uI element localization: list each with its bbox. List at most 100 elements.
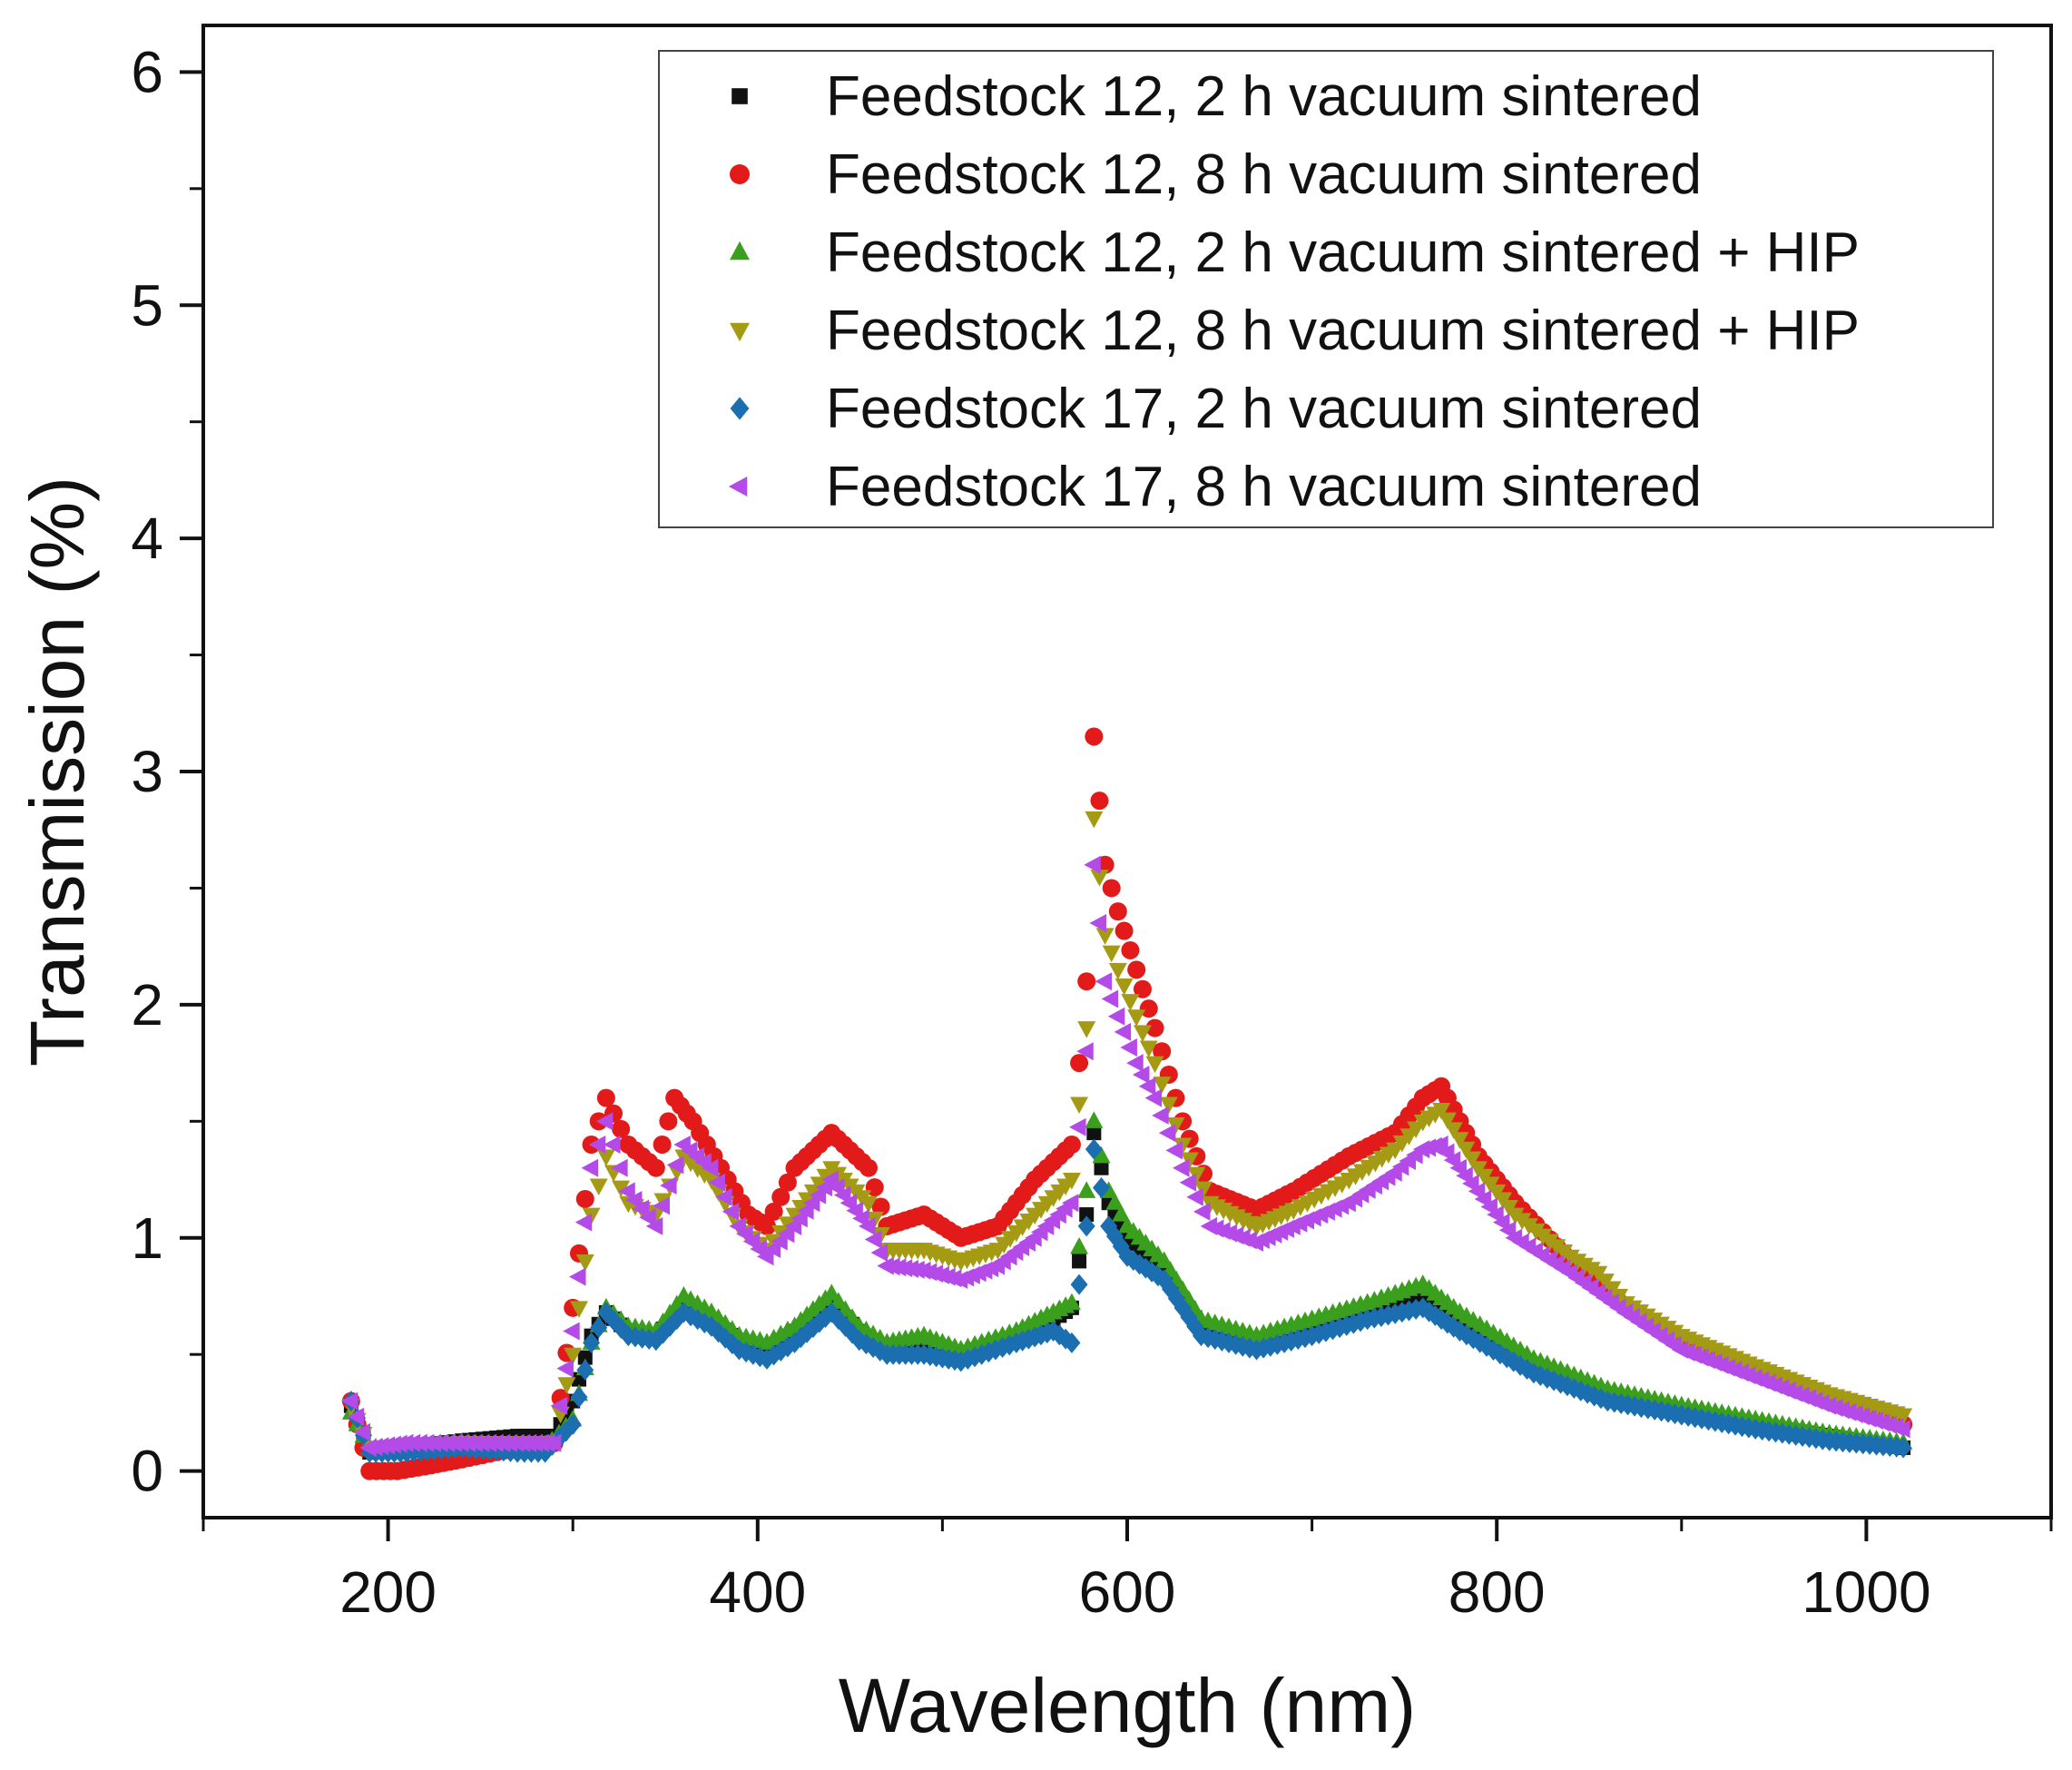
data-point bbox=[859, 1158, 878, 1177]
data-point bbox=[715, 1187, 732, 1206]
data-point bbox=[778, 1173, 797, 1192]
legend-label-4: Feedstock 12, 8 h vacuum sintered + HIP bbox=[826, 300, 1860, 362]
data-point bbox=[1894, 1437, 1912, 1459]
data-point bbox=[1133, 979, 1152, 998]
x-axis-title: Wavelength (nm) bbox=[839, 1663, 1416, 1748]
data-point bbox=[1120, 1037, 1137, 1057]
data-point bbox=[1114, 1022, 1132, 1041]
data-point bbox=[1069, 1117, 1086, 1136]
data-point bbox=[611, 1158, 628, 1177]
data-point bbox=[1095, 928, 1115, 945]
data-point bbox=[1070, 1096, 1089, 1115]
data-point bbox=[1085, 727, 1104, 746]
data-point bbox=[564, 1413, 582, 1435]
data-point bbox=[1121, 994, 1140, 1011]
data-point bbox=[871, 1197, 890, 1216]
data-point bbox=[596, 1149, 615, 1166]
data-point bbox=[1127, 960, 1146, 979]
data-point bbox=[1107, 1007, 1125, 1026]
data-point bbox=[660, 1175, 677, 1195]
data-point bbox=[1145, 1018, 1164, 1037]
data-point bbox=[1139, 1040, 1158, 1057]
data-point bbox=[574, 1213, 593, 1232]
data-point bbox=[632, 1199, 650, 1218]
data-point bbox=[1094, 1160, 1109, 1175]
data-point bbox=[858, 1216, 876, 1235]
data-point bbox=[1144, 1088, 1163, 1107]
data-point bbox=[1072, 1254, 1087, 1269]
data-point bbox=[1070, 1054, 1089, 1073]
data-point bbox=[701, 1158, 719, 1177]
data-point bbox=[1193, 1181, 1213, 1199]
axis-ticks: 200 400 600 800 1000 0 1 2 3 4 5 6 bbox=[131, 39, 2053, 1625]
data-point bbox=[1463, 1151, 1482, 1168]
legend-swatches bbox=[728, 88, 750, 497]
data-point bbox=[1108, 962, 1127, 980]
data-point bbox=[1173, 1158, 1190, 1177]
legend-label-5: Feedstock 17, 2 h vacuum sintered bbox=[826, 378, 1702, 440]
x-tick-label: 400 bbox=[709, 1559, 806, 1625]
data-point bbox=[575, 1254, 594, 1272]
data-point bbox=[1126, 1054, 1144, 1073]
data-point bbox=[564, 1347, 583, 1365]
legend-marker-3 bbox=[730, 241, 750, 261]
data-point bbox=[1101, 989, 1119, 1008]
data-point bbox=[1077, 1021, 1096, 1038]
data-point bbox=[595, 1112, 614, 1131]
data-point bbox=[569, 1301, 588, 1318]
data-point bbox=[1077, 972, 1096, 991]
data-point bbox=[1187, 1166, 1206, 1185]
data-point bbox=[1086, 1126, 1102, 1141]
data-point bbox=[653, 1136, 672, 1154]
data-point bbox=[1179, 1173, 1197, 1192]
x-tick-label: 600 bbox=[1079, 1559, 1176, 1625]
data-point bbox=[353, 1422, 370, 1441]
data-point bbox=[666, 1155, 684, 1175]
legend-marker-1 bbox=[732, 88, 748, 104]
data-point bbox=[1092, 1146, 1111, 1164]
data-point bbox=[1077, 1181, 1096, 1198]
data-point bbox=[1139, 999, 1158, 1018]
data-point bbox=[1085, 811, 1104, 829]
data-point bbox=[550, 1396, 568, 1415]
data-point bbox=[1079, 1207, 1095, 1223]
y-tick-label: 0 bbox=[131, 1439, 163, 1504]
data-point bbox=[588, 1136, 606, 1154]
y-axis-title: Transmission (%) bbox=[15, 477, 100, 1067]
data-point bbox=[1063, 1332, 1081, 1353]
data-point bbox=[618, 1182, 635, 1201]
data-point bbox=[639, 1208, 656, 1227]
data-point bbox=[1077, 1215, 1095, 1237]
data-point bbox=[870, 1244, 889, 1263]
legend-box bbox=[658, 50, 1994, 528]
data-point bbox=[1153, 1077, 1172, 1094]
data-point bbox=[589, 1178, 608, 1195]
data-point bbox=[771, 1187, 791, 1206]
data-point bbox=[1153, 1042, 1172, 1061]
data-point bbox=[347, 1407, 365, 1426]
data-point bbox=[659, 1112, 678, 1131]
data-point bbox=[1138, 1077, 1156, 1096]
y-tick-label: 1 bbox=[131, 1205, 163, 1271]
data-point bbox=[340, 1391, 358, 1411]
data-point bbox=[590, 1317, 608, 1339]
data-point bbox=[722, 1202, 740, 1221]
y-tick-label: 4 bbox=[131, 506, 163, 571]
legend-marker-4 bbox=[730, 322, 750, 342]
data-point bbox=[1158, 1124, 1176, 1143]
data-point bbox=[575, 1189, 594, 1208]
data-point bbox=[596, 1088, 615, 1107]
data-point bbox=[1438, 1112, 1457, 1130]
data-point bbox=[1092, 1177, 1110, 1199]
data-point bbox=[1115, 978, 1134, 996]
data-point bbox=[612, 1180, 631, 1198]
data-point bbox=[1102, 945, 1121, 963]
data-point bbox=[1165, 1141, 1183, 1160]
data-point bbox=[1076, 1042, 1094, 1061]
data-point bbox=[583, 1332, 601, 1353]
data-point bbox=[577, 1350, 593, 1365]
data-point bbox=[1127, 1009, 1146, 1027]
data-point bbox=[557, 1377, 576, 1394]
data-point bbox=[1159, 1096, 1178, 1115]
